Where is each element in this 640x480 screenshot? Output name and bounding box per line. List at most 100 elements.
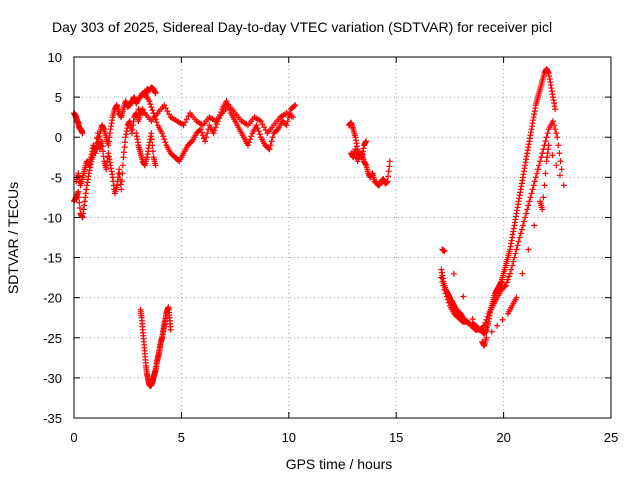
data-point <box>257 118 264 125</box>
data-point <box>261 124 268 131</box>
data-point <box>438 274 445 281</box>
data-point <box>188 139 195 146</box>
data-point <box>514 242 521 249</box>
data-point <box>273 127 280 134</box>
data-point <box>499 316 506 323</box>
data-point <box>159 130 166 137</box>
y-tick-label: -25 <box>43 331 62 346</box>
data-point <box>266 146 273 153</box>
data-point <box>385 168 392 175</box>
data-point <box>531 222 538 229</box>
chart-title: Day 303 of 2025, Sidereal Day-to-day VTE… <box>52 19 552 35</box>
data-point <box>182 119 189 126</box>
data-point <box>440 282 447 289</box>
data-point <box>540 194 547 201</box>
data-point <box>162 139 169 146</box>
data-point <box>552 126 559 133</box>
data-point <box>148 136 155 143</box>
data-point <box>439 278 446 285</box>
data-point <box>146 98 153 105</box>
data-point <box>167 326 174 333</box>
data-point <box>386 163 393 170</box>
data-point <box>202 138 209 145</box>
series-arc-5-isolated <box>439 142 567 349</box>
data-point <box>386 158 393 165</box>
data-point <box>262 127 269 134</box>
data-point <box>537 158 544 165</box>
data-point <box>441 286 448 293</box>
data-point <box>524 206 531 213</box>
data-point <box>244 142 251 149</box>
data-point <box>560 182 567 189</box>
data-point <box>443 293 450 300</box>
data-point <box>503 279 510 286</box>
series-arc-3-dip <box>133 130 159 169</box>
series-arc-4-lower <box>348 138 370 165</box>
data-point <box>483 316 490 323</box>
data-point <box>213 121 220 128</box>
data-point <box>247 136 254 143</box>
data-point <box>536 162 543 169</box>
data-point <box>545 142 552 149</box>
data-point <box>283 122 290 129</box>
data-point <box>291 103 298 110</box>
data-point <box>253 122 260 129</box>
data-point <box>502 282 509 289</box>
data-point <box>511 254 518 261</box>
data-points <box>71 66 567 389</box>
data-point <box>122 139 129 146</box>
y-tick-label: -10 <box>43 210 62 225</box>
data-point <box>442 290 449 297</box>
data-point <box>542 138 549 145</box>
data-point <box>99 143 106 150</box>
data-point <box>75 188 82 195</box>
data-point <box>513 294 520 301</box>
data-point <box>530 182 537 189</box>
x-tick-label: 15 <box>389 430 403 445</box>
data-point <box>554 134 561 141</box>
data-point <box>148 104 155 111</box>
data-point <box>116 166 123 173</box>
data-point <box>160 133 167 140</box>
data-point <box>161 102 168 109</box>
data-point <box>152 162 159 169</box>
data-point <box>98 138 105 145</box>
data-point <box>211 127 218 134</box>
data-point <box>526 198 533 205</box>
data-point <box>256 131 263 138</box>
data-point <box>199 132 206 139</box>
data-point <box>212 124 219 131</box>
data-point <box>149 107 156 114</box>
data-point <box>507 270 514 277</box>
data-point <box>119 162 126 169</box>
data-point <box>513 246 520 253</box>
data-point <box>484 313 491 320</box>
data-point <box>529 186 536 193</box>
data-point <box>534 166 541 173</box>
y-tick-label: 5 <box>55 90 62 105</box>
data-point <box>553 130 560 137</box>
data-point <box>164 108 171 115</box>
data-point <box>282 121 289 128</box>
data-point <box>284 118 291 125</box>
x-tick-label: 5 <box>178 430 185 445</box>
data-point <box>515 238 522 245</box>
data-point <box>543 134 550 141</box>
data-point <box>259 121 266 128</box>
data-point <box>469 316 476 323</box>
y-tick-label: -20 <box>43 291 62 306</box>
data-point <box>550 118 557 125</box>
data-point <box>94 135 101 142</box>
data-point <box>525 246 532 253</box>
data-point <box>292 102 299 109</box>
data-point <box>510 258 517 265</box>
series-arc-2-dip <box>137 304 174 389</box>
data-point <box>508 266 515 273</box>
data-point <box>539 150 546 157</box>
data-point <box>254 125 261 132</box>
data-point <box>553 162 560 169</box>
plot-frame <box>73 56 612 419</box>
y-tick-label: -15 <box>43 251 62 266</box>
data-point <box>248 133 255 140</box>
